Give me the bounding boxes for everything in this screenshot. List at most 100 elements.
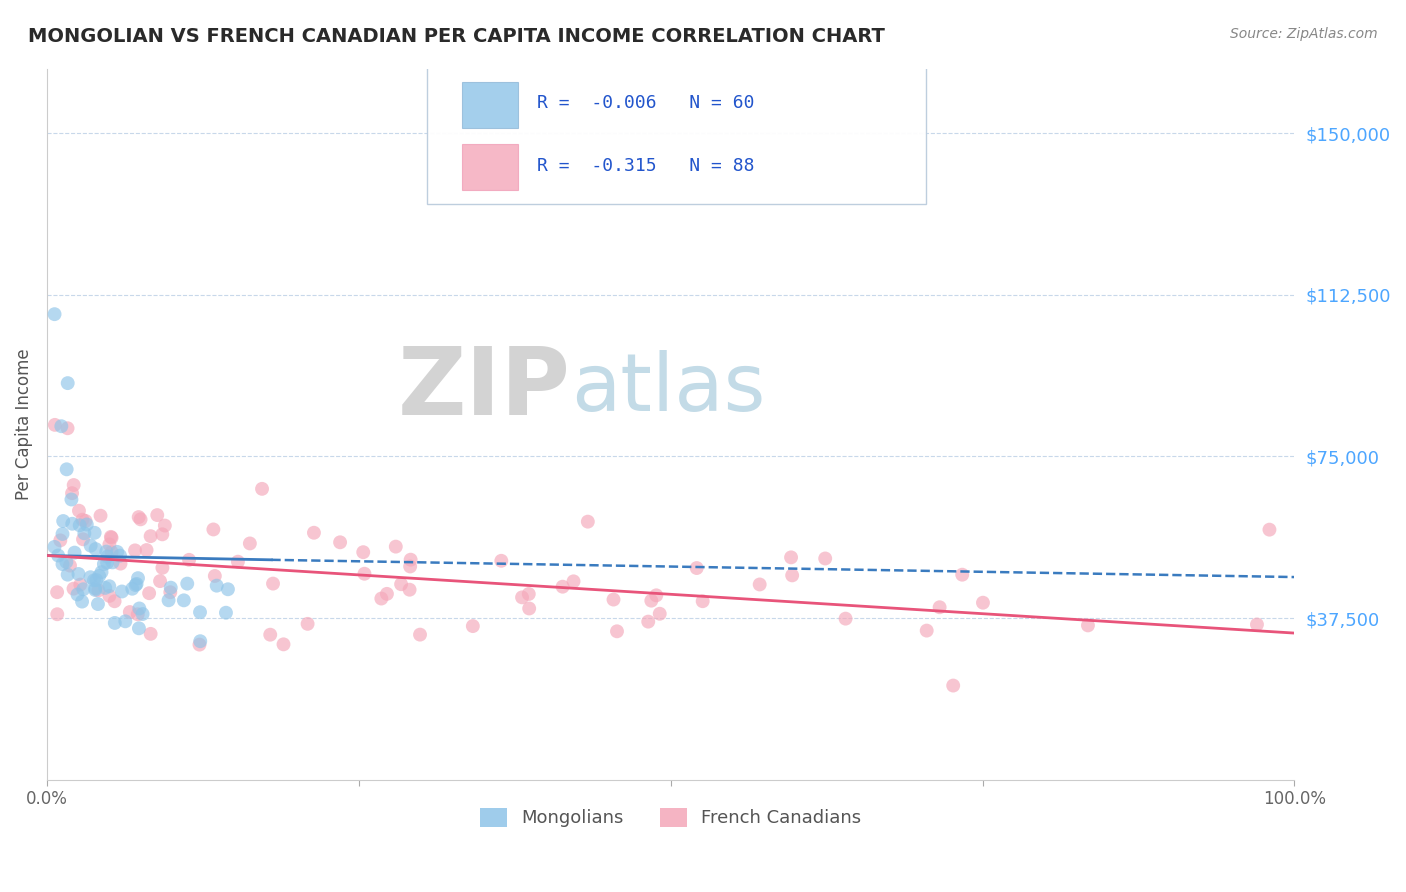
- Point: [297, 616, 319, 631]
- Point: [44, 417, 66, 432]
- Point: [127, 571, 149, 585]
- Text: R =  -0.315   N = 88: R = -0.315 N = 88: [537, 157, 755, 175]
- Point: [84, 582, 107, 597]
- Point: [942, 679, 965, 693]
- Point: [101, 555, 124, 569]
- Point: [124, 578, 146, 592]
- Point: [138, 586, 160, 600]
- Point: [239, 536, 262, 550]
- Point: [110, 557, 132, 571]
- Point: [87, 583, 110, 598]
- Point: [152, 561, 174, 575]
- Point: [56, 421, 79, 435]
- Point: [517, 587, 540, 601]
- Point: [640, 593, 662, 607]
- Point: [111, 584, 134, 599]
- Point: [748, 577, 770, 591]
- Point: [44, 307, 66, 321]
- Point: [127, 607, 149, 622]
- Point: [915, 624, 938, 638]
- Point: [153, 518, 176, 533]
- Point: [69, 518, 91, 533]
- Point: [96, 544, 118, 558]
- Point: [129, 512, 152, 526]
- Point: [56, 567, 79, 582]
- Point: [352, 545, 374, 559]
- Point: [84, 582, 107, 596]
- Point: [98, 589, 121, 603]
- Point: [51, 419, 73, 434]
- Point: [273, 637, 295, 651]
- Point: [1258, 523, 1281, 537]
- Point: [398, 582, 420, 597]
- Point: [131, 607, 153, 621]
- Point: [177, 553, 200, 567]
- Point: [87, 597, 110, 611]
- Point: [780, 550, 803, 565]
- Point: [648, 607, 671, 621]
- Point: [69, 577, 91, 591]
- Point: [79, 539, 101, 553]
- Point: [250, 482, 273, 496]
- Point: [96, 556, 118, 570]
- Point: [128, 621, 150, 635]
- Point: [72, 513, 94, 527]
- Point: [202, 523, 225, 537]
- Point: [96, 549, 118, 564]
- Point: [75, 514, 97, 528]
- Point: [114, 615, 136, 629]
- Point: [49, 533, 72, 548]
- Point: [551, 580, 574, 594]
- Point: [188, 605, 211, 619]
- Point: [84, 542, 107, 557]
- FancyBboxPatch shape: [463, 82, 519, 128]
- Point: [89, 569, 111, 583]
- Point: [150, 527, 173, 541]
- Point: [73, 526, 96, 541]
- FancyBboxPatch shape: [463, 145, 519, 191]
- Point: [60, 486, 83, 500]
- Point: [149, 574, 172, 588]
- Point: [692, 594, 714, 608]
- Point: [98, 579, 121, 593]
- Point: [62, 582, 84, 596]
- Point: [353, 566, 375, 581]
- Point: [93, 557, 115, 571]
- Point: [461, 619, 484, 633]
- Point: [259, 628, 281, 642]
- Y-axis label: Per Capita Income: Per Capita Income: [15, 348, 32, 500]
- Point: [56, 376, 79, 391]
- Point: [834, 612, 856, 626]
- Point: [124, 543, 146, 558]
- Text: Source: ZipAtlas.com: Source: ZipAtlas.com: [1230, 27, 1378, 41]
- Point: [83, 525, 105, 540]
- Point: [139, 627, 162, 641]
- Point: [409, 627, 432, 641]
- Point: [104, 615, 127, 630]
- Point: [389, 577, 412, 591]
- Point: [100, 530, 122, 544]
- Point: [70, 594, 93, 608]
- Text: atlas: atlas: [571, 350, 765, 427]
- Point: [125, 577, 148, 591]
- Point: [46, 585, 69, 599]
- Point: [780, 568, 803, 582]
- Point: [52, 514, 75, 528]
- Point: [188, 634, 211, 648]
- Point: [370, 591, 392, 606]
- Text: MONGOLIAN VS FRENCH CANADIAN PER CAPITA INCOME CORRELATION CHART: MONGOLIAN VS FRENCH CANADIAN PER CAPITA …: [28, 27, 884, 45]
- Point: [562, 574, 585, 589]
- Point: [606, 624, 628, 639]
- Point: [517, 601, 540, 615]
- Point: [217, 582, 239, 597]
- Point: [1246, 617, 1268, 632]
- Point: [384, 540, 406, 554]
- Point: [62, 478, 84, 492]
- Point: [76, 517, 98, 532]
- Point: [157, 593, 180, 607]
- Point: [86, 573, 108, 587]
- Point: [146, 508, 169, 522]
- Point: [51, 557, 73, 571]
- Point: [686, 561, 709, 575]
- Point: [159, 581, 181, 595]
